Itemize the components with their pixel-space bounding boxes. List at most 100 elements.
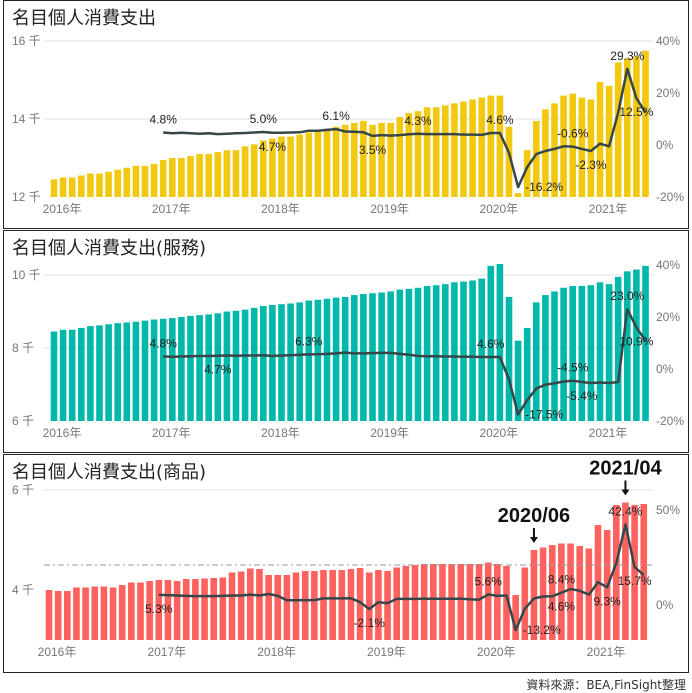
bar [613, 505, 620, 640]
bar [420, 564, 428, 640]
bar [487, 265, 495, 421]
bar [187, 156, 194, 197]
bar [241, 146, 249, 197]
bar [91, 586, 99, 640]
bar [587, 99, 595, 197]
bar [105, 171, 112, 197]
yoy-line [158, 523, 645, 632]
bar [87, 326, 94, 421]
bar [369, 124, 376, 197]
bar [614, 276, 622, 421]
bar [132, 165, 140, 197]
annotation-label: 2020/06 [498, 505, 570, 527]
y-tick-label: 4 千 [12, 583, 34, 597]
data-label: 4.6% [548, 600, 576, 614]
bar [378, 292, 385, 421]
bar [514, 340, 522, 421]
bar [338, 570, 346, 640]
bar [494, 564, 501, 640]
bar [347, 569, 355, 640]
bar [114, 169, 121, 197]
bar [265, 575, 272, 640]
bar [478, 97, 485, 197]
bar [178, 158, 185, 197]
arrow-down-icon [529, 537, 538, 543]
bar [269, 138, 276, 197]
bar [451, 282, 458, 421]
bar [496, 95, 504, 197]
bar [50, 331, 58, 421]
bar [478, 278, 485, 421]
bar [150, 319, 158, 421]
bar [100, 586, 108, 640]
bar [223, 150, 231, 197]
bar [187, 315, 194, 421]
bar [305, 132, 313, 197]
y-tick-label: 6 千 [12, 483, 34, 497]
bar [50, 179, 58, 197]
bar [365, 572, 373, 640]
bar [539, 547, 547, 640]
bar [605, 85, 613, 197]
bar [640, 504, 648, 640]
bar [614, 62, 622, 198]
bar [232, 150, 240, 197]
bar [569, 93, 576, 197]
bar [232, 310, 240, 421]
bar [633, 269, 640, 421]
bar [196, 315, 203, 421]
y-tick-label: 10 千 [12, 268, 41, 282]
bar [260, 306, 267, 421]
bar [378, 122, 385, 197]
y2-tick-label: 40% [656, 258, 680, 272]
chart-panel-services: 名目個人消費支出(服務) 6 千 8 千 10 千 -20% 0% 20% 40% 2016年… [3, 230, 689, 453]
bar [548, 545, 556, 640]
bar [73, 587, 80, 640]
bar [451, 103, 458, 197]
bar [460, 281, 467, 421]
bar [159, 318, 167, 421]
bar [105, 324, 112, 421]
bar [405, 113, 413, 197]
bar [469, 99, 476, 197]
data-label: 15.7% [618, 574, 652, 588]
bar [155, 580, 163, 640]
bar [59, 329, 67, 421]
bar [423, 107, 431, 197]
y2-tick-label: 20% [656, 86, 680, 100]
data-label: 4.6% [486, 113, 514, 127]
bar [384, 571, 391, 640]
bar [173, 581, 181, 640]
bar [68, 329, 76, 421]
data-label: -13.2% [523, 623, 561, 637]
bar [542, 109, 549, 197]
bar [159, 159, 167, 197]
bar [182, 579, 190, 640]
bar [123, 322, 131, 421]
data-label: 9.3% [593, 594, 621, 608]
data-label: 6.1% [322, 109, 350, 123]
chart-panel-goods: 名目個人消費支出(商品) 4 千 6 千 0% 50% 2016年 2017年 2018年 2… [3, 454, 689, 673]
bar [432, 107, 440, 197]
data-label: 4.8% [150, 337, 178, 351]
bar [256, 569, 263, 640]
annotation-label: 2021/04 [589, 458, 662, 480]
bar [432, 285, 440, 421]
bar [396, 117, 404, 197]
bar [59, 177, 67, 197]
chart-panel-total: 名目個人消費支出 12 千 14 千 16 千 -20% 0% 20% 40% 2016年 20… [3, 0, 689, 229]
bar [96, 325, 103, 421]
bar [387, 291, 394, 421]
bar [414, 111, 422, 197]
bar [341, 296, 349, 421]
bar [287, 136, 294, 197]
bar [624, 271, 631, 421]
bar [311, 571, 318, 640]
bar [64, 591, 71, 640]
bar [205, 314, 212, 421]
bar [642, 265, 649, 421]
bar [78, 175, 85, 197]
bar [560, 287, 567, 421]
x-tick-label: 2019年 [370, 202, 409, 216]
y-tick-label: 12 千 [12, 190, 41, 204]
